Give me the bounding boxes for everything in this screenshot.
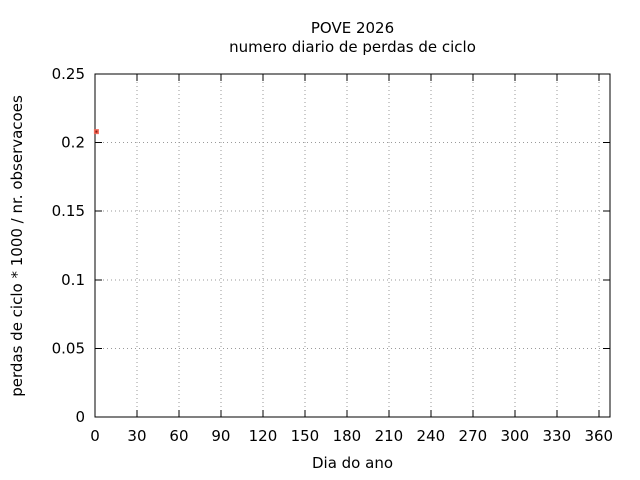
y-tick-label: 0.15 [52, 202, 85, 220]
y-tick-label: 0.2 [61, 134, 85, 152]
y-tick-label: 0.1 [61, 271, 85, 289]
x-tick-label: 180 [333, 427, 362, 445]
y-tick-label: 0.05 [52, 339, 85, 357]
x-tick-label: 270 [459, 427, 488, 445]
x-tick-label: 0 [90, 427, 100, 445]
x-tick-label: 30 [127, 427, 146, 445]
plot-border [94, 73, 611, 418]
x-tick-label: 120 [249, 427, 278, 445]
chart-title: POVE 2026 [310, 19, 395, 37]
x-tick-label: 210 [375, 427, 404, 445]
x-tick-label: 150 [291, 427, 320, 445]
chart-subtitle: numero diario de perdas de ciclo [229, 38, 476, 56]
x-axis-label: Dia do ano [311, 454, 394, 472]
x-tick-label: 360 [584, 427, 613, 445]
x-tick-label: 330 [543, 427, 572, 445]
x-tick-label: 90 [211, 427, 230, 445]
x-tick-label: 300 [501, 427, 530, 445]
y-axis-label: perdas de ciclo * 1000 / nr. observacoes [8, 95, 26, 397]
x-tick-label: 240 [417, 427, 446, 445]
y-tick-label: 0.25 [52, 65, 85, 83]
x-tick-label: 60 [169, 427, 188, 445]
data-point-core [95, 130, 98, 133]
y-tick-label: 0 [75, 408, 85, 426]
